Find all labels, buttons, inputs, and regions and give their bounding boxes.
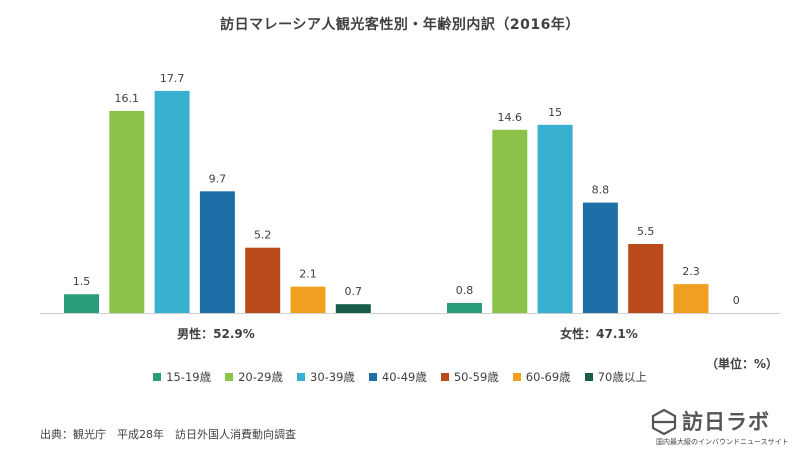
data-label: 5.2 bbox=[254, 229, 272, 242]
data-label: 14.6 bbox=[498, 111, 523, 124]
legend-label: 50-59歳 bbox=[453, 370, 499, 384]
data-label: 0.7 bbox=[345, 285, 363, 298]
data-label: 2.1 bbox=[299, 268, 317, 281]
data-label: 0.8 bbox=[456, 284, 474, 297]
brand-tagline: 国内最大級のインバウンドニュースサイト bbox=[656, 438, 789, 446]
chart-title: 訪日マレーシア人観光客性別・年齢別内訳（2016年） bbox=[220, 17, 580, 33]
bar-male-30-39歳 bbox=[154, 90, 190, 314]
legend-swatch bbox=[297, 372, 305, 381]
data-label: 15 bbox=[548, 106, 562, 119]
legend-swatch bbox=[512, 372, 521, 381]
group-label-male: 男性：52.9% bbox=[177, 327, 255, 341]
data-label: 9.7 bbox=[209, 172, 227, 185]
legend-item: 15-19歳 bbox=[153, 369, 211, 385]
legend-item: 50-59歳 bbox=[440, 369, 499, 385]
source-note: 出典：観光庁 平成28年 訪日外国人消費動向調査 bbox=[40, 428, 296, 441]
legend-item: 30-39歳 bbox=[297, 369, 355, 385]
legend-swatch bbox=[368, 372, 377, 381]
brand-name: 訪日ラボ bbox=[682, 410, 770, 434]
legend-item: 70歳以上 bbox=[584, 369, 647, 385]
legend-swatch bbox=[225, 372, 234, 381]
data-label: 2.3 bbox=[682, 265, 700, 278]
legend-item: 20-29歳 bbox=[225, 369, 283, 385]
legend-item: 40-49歳 bbox=[368, 369, 427, 385]
legend-swatch bbox=[153, 372, 162, 381]
bar-female-40-49歳 bbox=[582, 202, 618, 313]
bar-male-70歳以上 bbox=[335, 304, 371, 313]
bar-female-30-39歳 bbox=[537, 124, 573, 314]
legend-swatch bbox=[440, 372, 449, 381]
bar-male-60-69歳 bbox=[290, 286, 326, 313]
bar-male-15-19歳 bbox=[64, 294, 99, 313]
bar-male-40-49歳 bbox=[199, 191, 235, 313]
legend-label: 15-19歳 bbox=[166, 370, 212, 384]
legend: 15-19歳 20-29歳 30-39歳 40-49歳 50-59歳 60-69歳 70歳以… bbox=[0, 369, 800, 385]
legend-label: 20-29歳 bbox=[238, 370, 283, 384]
bar-male-50-59歳 bbox=[245, 247, 281, 313]
data-label: 17.7 bbox=[160, 72, 185, 85]
legend-swatch bbox=[584, 372, 593, 381]
data-label: 0 bbox=[733, 294, 740, 307]
bar-female-15-19歳 bbox=[447, 303, 482, 313]
legend-label: 40-49歳 bbox=[381, 370, 427, 384]
bar-male-20-29歳 bbox=[109, 110, 145, 314]
bar-female-20-29歳 bbox=[492, 129, 528, 313]
unit-note: （単位：%） bbox=[705, 357, 778, 371]
brand-logo: 訪日ラボ 国内最大級のインバウンドニュースサイト bbox=[648, 406, 798, 446]
logo-icon bbox=[651, 408, 677, 436]
group-label-female: 女性：47.1% bbox=[560, 327, 638, 341]
data-label: 16.1 bbox=[115, 92, 140, 105]
legend-label: 60-69歳 bbox=[525, 370, 571, 384]
legend-label: 30-39歳 bbox=[310, 370, 355, 384]
legend-item: 60-69歳 bbox=[512, 369, 571, 385]
legend-label: 70歳以上 bbox=[597, 370, 647, 384]
data-label: 8.8 bbox=[592, 184, 610, 197]
bar-female-60-69歳 bbox=[673, 284, 709, 313]
bar-female-50-59歳 bbox=[628, 244, 664, 313]
data-label: 1.5 bbox=[73, 275, 91, 288]
data-label: 5.5 bbox=[637, 225, 655, 238]
